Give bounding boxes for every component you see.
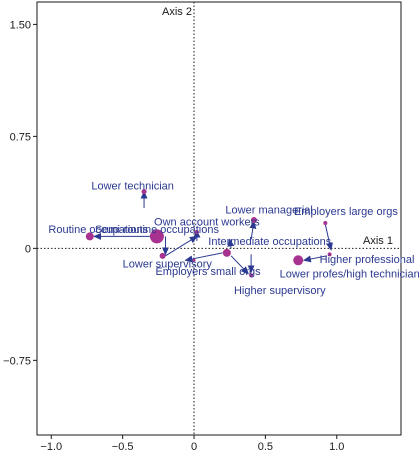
point-label: Lower profes/high technicians — [280, 269, 420, 281]
trajectory-arrow — [184, 252, 223, 263]
point-label: Lower technician — [91, 181, 174, 193]
data-point — [149, 229, 164, 244]
x-tick-label: 0 — [191, 441, 197, 453]
data-point — [222, 248, 231, 257]
y-tick-label: 1.50 — [10, 19, 31, 31]
x-tick-label: 1.0 — [329, 441, 344, 453]
trajectory-arrow — [324, 224, 333, 251]
x-tick-label: −0.5 — [112, 441, 134, 453]
plot-frame — [36, 1, 402, 436]
point-label: Semi-routine occupations — [95, 224, 220, 236]
y-tick-label: 0.75 — [10, 131, 31, 143]
x-tick-label: 0.5 — [258, 441, 273, 453]
data-point — [323, 220, 328, 225]
point-labels-layer: Lower technician Routine occupationsSemi-… — [48, 181, 420, 298]
point-label: Intermediate occupations — [208, 236, 331, 248]
arrows-layer — [93, 190, 333, 275]
y-axis-ticks: 1.50 0.75 0 −0.75 — [3, 19, 37, 367]
point-label: Employers large orgs — [294, 206, 398, 218]
data-point — [194, 229, 199, 234]
point-label: Employers small orgs — [155, 266, 261, 278]
trajectory-arrow — [230, 255, 249, 275]
point-label: Routine occupations — [48, 224, 148, 236]
data-point — [192, 258, 196, 262]
point-label: Lower managerial — [225, 205, 312, 217]
data-point — [159, 252, 166, 259]
trajectory-arrow — [165, 235, 198, 257]
x-tick-label: −1.0 — [40, 441, 62, 453]
point-label: Lower supervisory — [123, 258, 213, 270]
data-point — [249, 273, 254, 278]
zero-guides — [37, 2, 401, 435]
trajectory-arrow — [227, 238, 235, 249]
point-label: Own account workers — [154, 216, 260, 228]
y-tick-label: −0.75 — [3, 355, 31, 367]
point-label: Higher professional — [320, 254, 415, 266]
trajectory-arrow — [302, 255, 327, 263]
data-point — [327, 252, 332, 257]
data-point — [85, 232, 94, 241]
y-tick-label: 0 — [25, 243, 31, 255]
data-point — [250, 216, 257, 223]
x-axis-title: Axis 1 — [363, 235, 393, 247]
data-point — [293, 255, 304, 266]
y-axis-title: Axis 2 — [162, 6, 192, 18]
trajectory-arrow — [249, 220, 257, 240]
point-label: Higher supervisory — [234, 285, 326, 297]
x-axis-ticks: −1.0 −0.5 0 0.5 1.0 — [40, 435, 344, 453]
data-point — [141, 189, 147, 195]
points-layer — [85, 189, 332, 278]
